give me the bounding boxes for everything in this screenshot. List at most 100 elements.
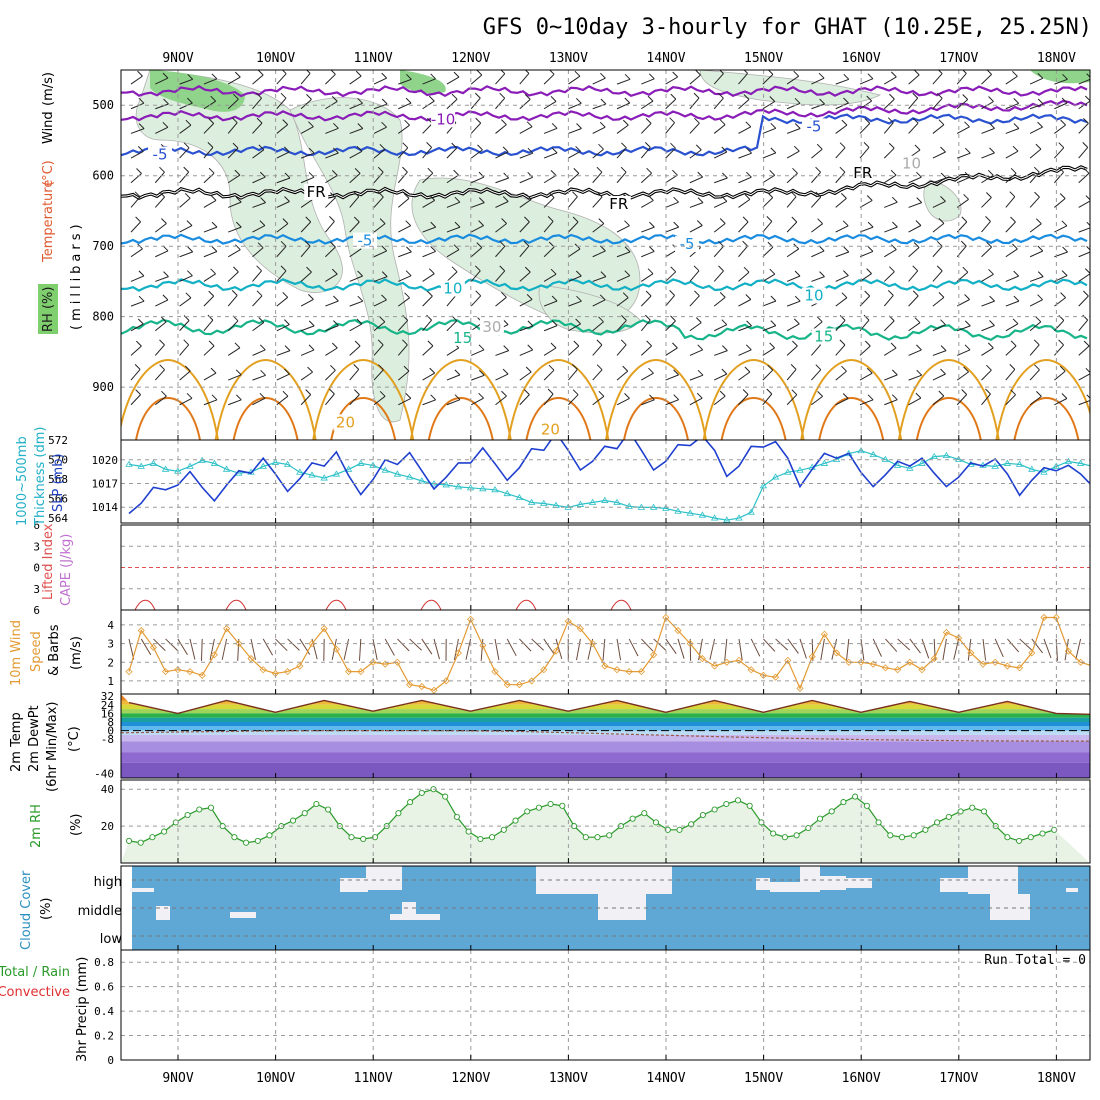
wind-barb <box>616 297 629 307</box>
wind-barb <box>762 325 776 332</box>
wind-barb-feather <box>598 390 605 397</box>
wind10m-speed-point <box>345 668 353 676</box>
wind-barb-feather <box>815 364 822 371</box>
wind-barb <box>397 344 408 356</box>
wind-barb-feather <box>207 314 214 321</box>
wind-barb-feather <box>816 143 823 150</box>
wind-barb <box>130 275 145 282</box>
wind-barb-feather <box>524 94 531 100</box>
rh2m-point <box>734 797 742 804</box>
wind-barb <box>252 247 264 258</box>
wind10m-barb <box>665 638 677 654</box>
wind-barb <box>811 148 823 159</box>
wind-barb <box>956 99 969 110</box>
wind10m-speed-point <box>1064 647 1072 655</box>
rh2m-point <box>828 808 835 815</box>
thickness-point <box>527 498 536 505</box>
temp-contour-20 <box>605 358 707 440</box>
wind-barb-feather <box>670 93 677 100</box>
wind-barb <box>154 321 167 332</box>
wind-barb <box>300 221 312 233</box>
wind-barb-feather <box>624 246 631 253</box>
wind-barb-feather <box>645 290 652 297</box>
wind-barb <box>616 344 627 356</box>
wind-barb-feather <box>381 98 388 105</box>
wind10m-speed-point <box>686 640 694 648</box>
wind10m-speed-point <box>393 658 401 666</box>
wind-barb <box>592 344 603 356</box>
panel-frames <box>120 69 1091 1061</box>
wind-barb-feather <box>478 220 484 226</box>
wind10m-barb <box>846 638 850 661</box>
rh2m-point <box>781 834 788 841</box>
wind-barb <box>252 122 263 134</box>
wind-barb-feather <box>357 123 364 129</box>
wind-barb <box>738 176 752 184</box>
wind-tick-label: 3 <box>107 638 114 651</box>
rh2m-point <box>512 817 519 824</box>
wind10m-speed-point <box>406 681 414 689</box>
temp-tick-label: 16 <box>101 707 114 720</box>
wind-barb <box>713 297 726 307</box>
wind-barb <box>276 177 291 184</box>
cloud-patch <box>1066 888 1078 892</box>
cloud-patch <box>846 878 872 888</box>
wind10m-speed-point <box>869 660 877 668</box>
wind-barb-feather <box>696 220 703 226</box>
wind-barb-feather <box>430 73 436 80</box>
thickness-point <box>503 489 511 497</box>
wind-barb <box>738 73 748 85</box>
wind-barb <box>689 349 703 356</box>
wind-barb <box>130 196 141 208</box>
temp-band <box>121 713 1090 718</box>
wind-barb <box>179 225 193 233</box>
wind-barb <box>276 201 290 208</box>
wind-barb <box>1005 248 1018 258</box>
wind-barb-feather <box>572 364 578 370</box>
wind-barb-feather <box>499 265 506 272</box>
wind-barb <box>835 225 849 233</box>
wind10m-speed-point <box>296 662 304 670</box>
wind-barb <box>397 370 410 381</box>
wind10m-speed-point <box>1040 613 1048 622</box>
wind-barb-feather <box>890 244 897 250</box>
cloud-patch <box>130 888 154 892</box>
wind-barb <box>154 395 167 406</box>
wind-barb-feather <box>1082 314 1089 321</box>
wind10m-speed-point <box>918 666 926 674</box>
thickness-point <box>405 473 414 480</box>
bottom-date-axis: 9NOV 10NOV 11NOV 12NOV 13NOV 14NOV 15NOV 16NOV 1… <box>162 1071 1076 1086</box>
thickness-point <box>796 466 804 473</box>
wind-barb <box>519 271 531 282</box>
wind-barb-feather <box>185 119 192 126</box>
wind-barb-feather <box>913 70 920 76</box>
wind-barb <box>738 325 752 332</box>
wind-barb-feather <box>381 294 387 301</box>
wind-barb-feather <box>622 119 629 126</box>
wind-barb <box>665 347 678 356</box>
wind10m-speed-point <box>491 668 499 676</box>
wind10m-barb <box>140 638 152 656</box>
wind-barb-feather <box>914 144 921 151</box>
wind-tick-label: 2 <box>107 656 114 669</box>
wind-barb-feather <box>1058 142 1065 149</box>
wind-barb <box>227 320 239 332</box>
wind-barb <box>884 174 897 184</box>
wind-barb-feather <box>770 122 777 129</box>
thickness-point <box>893 461 902 468</box>
wind-barb <box>300 73 311 85</box>
wind-barb <box>786 345 798 356</box>
wind10m-speed-point <box>540 666 548 674</box>
wind-barb <box>762 393 773 406</box>
wind-barb <box>276 97 287 110</box>
wind-barb-feather <box>697 369 704 376</box>
thickness-point <box>161 465 170 472</box>
wind-barb <box>276 124 289 134</box>
top-date-label: 10NOV <box>256 51 295 66</box>
li-tick-label: 6 <box>33 519 40 532</box>
wind-barb <box>155 299 169 307</box>
temp-band <box>121 704 1090 710</box>
wind-barb <box>252 97 262 110</box>
wind-barb <box>349 248 362 258</box>
